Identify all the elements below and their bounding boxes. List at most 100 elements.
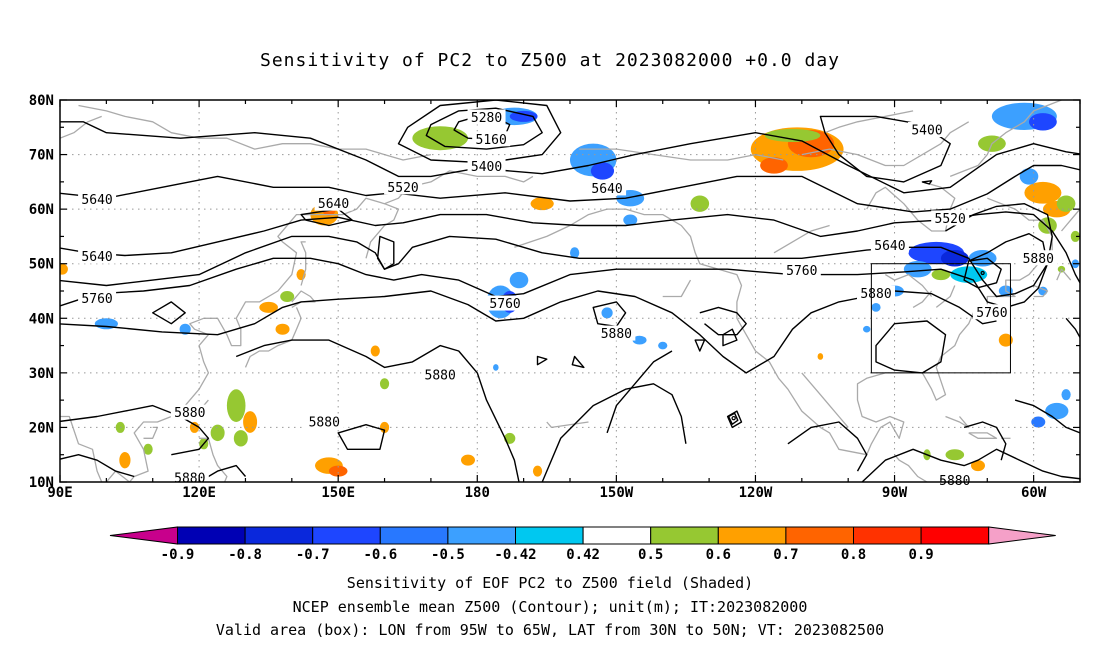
contour-label: 5760: [81, 292, 112, 307]
colorbar-label: 0.9: [908, 547, 933, 563]
contour-label-bg: [467, 158, 506, 174]
contour-label-bg: [935, 472, 974, 488]
contour-label-bg: [421, 367, 460, 383]
contour-label-bg: [782, 262, 821, 278]
sensitivity-patch: [461, 454, 475, 466]
caption-shading: Sensitivity of EOF PC2 to Z500 field (Sh…: [346, 574, 754, 592]
longitude-label: 180: [465, 485, 490, 501]
sensitivity-patch: [1024, 181, 1062, 204]
latitude-label: 50N: [29, 257, 54, 273]
colorbar-segment: [853, 526, 922, 545]
latitude-label: 30N: [29, 366, 54, 382]
sensitivity-patch: [412, 126, 468, 151]
latitude-label: 80N: [29, 93, 54, 109]
latitude-label: 70N: [29, 148, 54, 164]
z500-contour: [694, 339, 706, 352]
contour-label: 5760: [786, 264, 817, 279]
coastline: [912, 290, 933, 308]
colorbar-label: 0.42: [566, 547, 600, 563]
colorbar-segment: [785, 526, 855, 545]
colorbar-label: -0.42: [494, 547, 536, 563]
coastline: [244, 307, 302, 368]
contour-label-bg: [597, 325, 636, 341]
sensitivity-patch: [817, 353, 824, 360]
sensitivity-patch: [945, 449, 965, 461]
sensitivity-patch: [931, 269, 951, 281]
sensitivity-patch: [530, 197, 554, 211]
coastline: [866, 181, 956, 232]
contour-label: 5880: [1023, 252, 1054, 267]
colorbar-label: -0.7: [296, 547, 330, 563]
z500-contour: [397, 100, 562, 164]
sensitivity-patch: [370, 345, 380, 357]
contour-label-bg: [467, 109, 506, 125]
contour-label-bg: [870, 237, 909, 253]
z500-contour: [722, 328, 738, 347]
sensitivity-patch: [210, 424, 225, 442]
sensitivity-patch: [1029, 113, 1057, 131]
z500-contour: [152, 301, 186, 325]
caption-valid-area: Valid area (box): LON from 95W to 65W, L…: [215, 621, 885, 639]
contour-label: 5520: [935, 212, 966, 227]
colorbar-segment: [447, 526, 516, 545]
colorbar-label: 0.5: [638, 547, 663, 563]
z500-contour: [963, 257, 1002, 289]
colorbar-segment: [650, 526, 719, 545]
contour-label-bg: [908, 122, 946, 138]
colorbar-label: -0.9: [161, 547, 195, 563]
coastline: [365, 203, 400, 259]
contour-label-bg: [588, 180, 627, 196]
sensitivity-patch: [690, 195, 710, 212]
sensitivity-patch: [509, 271, 529, 289]
contour-label-bg: [170, 404, 209, 420]
z500-contour: [60, 290, 997, 374]
contour-label: 5640: [318, 197, 349, 212]
colorbar-segment: [244, 526, 314, 545]
z500-contour: [606, 350, 673, 434]
contour-label: 5760: [976, 306, 1007, 321]
z500-contour: [727, 412, 739, 425]
z500-contour: [376, 235, 395, 270]
colorbar-segment: [379, 526, 449, 545]
coastline: [945, 415, 970, 429]
z500-contour: [819, 115, 951, 183]
coastline: [1061, 208, 1080, 232]
coastline: [801, 121, 970, 167]
longitude-label: 150E: [321, 485, 355, 501]
sensitivity-patch: [379, 378, 390, 390]
contour-label-bg: [78, 248, 117, 264]
contour-label: 5400: [911, 124, 942, 139]
sensitivity-patch: [509, 110, 538, 122]
sensitivity-patch: [119, 451, 131, 469]
z500-contour: [980, 270, 985, 276]
z500-contour: [875, 320, 947, 374]
contour-label-bg: [384, 179, 423, 195]
sensitivity-patch: [1070, 230, 1080, 242]
map-title: Sensitivity of PC2 to Z500 at 2023082000…: [259, 50, 840, 71]
sensitivity-patch: [1061, 389, 1071, 401]
sensitivity-patch: [259, 301, 278, 313]
colorbar-segment: [515, 526, 584, 545]
colorbar-segment: [312, 526, 381, 545]
coastline: [1033, 284, 1049, 298]
sensitivity-patch: [275, 323, 290, 335]
longitude-label: 90W: [882, 485, 908, 501]
contour-label-bg: [305, 413, 344, 429]
coastline: [291, 290, 316, 308]
coastline: [935, 285, 956, 308]
contour-label: 5640: [874, 239, 905, 254]
contour-label: 5880: [174, 472, 205, 487]
coastline: [199, 437, 228, 482]
coastline: [514, 197, 1053, 456]
sensitivity-patch: [280, 290, 295, 302]
coastline: [773, 224, 830, 254]
contour-label-bg: [78, 290, 117, 306]
contour-label-bg: [857, 285, 895, 301]
colorbar-label: -0.6: [363, 547, 397, 563]
z500-contour: [861, 448, 1080, 482]
contour-label: 5160: [476, 133, 507, 148]
longitude-label: 120E: [182, 485, 216, 501]
latitude-label: 40N: [29, 311, 54, 327]
colorbar-label: 0.8: [841, 547, 866, 563]
coastline: [105, 170, 534, 482]
